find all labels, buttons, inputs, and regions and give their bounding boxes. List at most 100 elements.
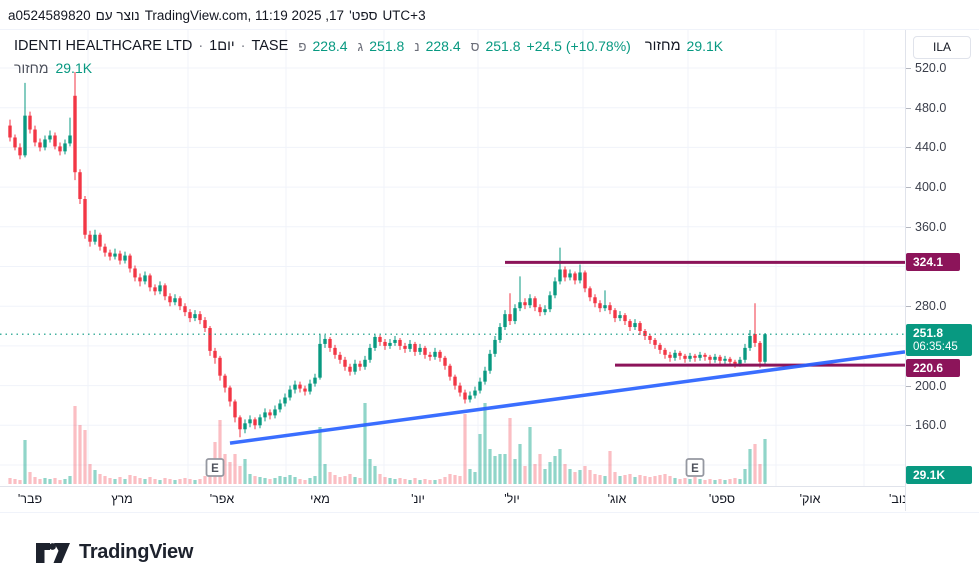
time-axis-label: מרץ xyxy=(111,492,133,506)
candle-body xyxy=(78,172,82,200)
volume-bar xyxy=(163,478,167,484)
candle-body xyxy=(478,381,482,391)
volume-bar xyxy=(43,478,47,484)
volume-bar xyxy=(608,451,612,484)
time-axis-label: אוג' xyxy=(607,492,627,506)
candle-body xyxy=(298,384,302,389)
candle-body xyxy=(663,349,667,355)
candle-body xyxy=(653,339,657,345)
volume-bar xyxy=(333,475,337,484)
candle-body xyxy=(508,314,512,322)
candle-body xyxy=(473,390,477,396)
volume-bar xyxy=(193,480,197,484)
time-axis-label: יול' xyxy=(504,492,520,506)
drawings-layer[interactable] xyxy=(0,260,906,445)
candle-body xyxy=(323,338,327,344)
volume-axis-label: 29.1K xyxy=(906,466,972,484)
volume-bar xyxy=(498,454,502,484)
volume-bar xyxy=(278,476,282,484)
volume-bar xyxy=(393,479,397,484)
candle-body xyxy=(423,347,427,355)
volume-bar xyxy=(448,474,452,484)
candle-body xyxy=(728,358,732,362)
volume-bar xyxy=(143,479,147,484)
volume-bar xyxy=(28,472,32,484)
currency-toggle-button[interactable]: ILA xyxy=(913,36,971,59)
volume-bar xyxy=(223,454,227,484)
volume-bar xyxy=(273,478,277,484)
time-axis[interactable]: פבר' מרץ אפר' מאי יונ' יול' אוג' ספט' אוק' נוב' xyxy=(0,486,979,513)
price-axis[interactable]: ILA 324.1 251.8 06:35:45 220.6 29.1K 520… xyxy=(905,30,979,511)
candle-body xyxy=(48,135,52,140)
bar-countdown: 06:35:45 xyxy=(913,341,958,354)
price-tick: 520.0 xyxy=(905,61,947,75)
volume-bar xyxy=(418,480,422,484)
symbol-row: IDENTI HEALTHCARE LTD · 1יום · TASE פ 22… xyxy=(14,38,723,54)
interval-label[interactable]: 1יום xyxy=(209,38,235,54)
attribution-created-with: נוצר עם xyxy=(95,7,140,23)
volume-bar xyxy=(203,476,207,484)
candle-body xyxy=(588,288,592,298)
volume-bar xyxy=(368,459,372,484)
candle-body xyxy=(98,234,102,247)
time-axis-label: אוק' xyxy=(799,492,821,506)
volume-bar xyxy=(33,477,37,484)
candle-body xyxy=(553,281,557,296)
current-price-value: 251.8 xyxy=(913,326,944,341)
earnings-marker[interactable]: E xyxy=(685,458,705,477)
volume-bar xyxy=(38,479,42,484)
volume-bar xyxy=(743,469,747,484)
volume-bar xyxy=(243,459,247,484)
volume-bar xyxy=(558,449,562,484)
candle-body xyxy=(83,199,87,235)
volume-bar xyxy=(688,479,692,484)
volume-bar xyxy=(388,478,392,484)
volume-bar xyxy=(353,477,357,484)
volume-bar xyxy=(88,464,92,484)
divider xyxy=(0,29,979,30)
candle-body xyxy=(163,285,167,297)
volume-bar xyxy=(363,403,367,484)
volume-bar xyxy=(398,478,402,484)
candle-body xyxy=(673,352,677,358)
candle-body xyxy=(668,354,672,358)
candle-body xyxy=(733,361,737,364)
volume-bar xyxy=(593,474,597,484)
volume-indicator-value: 29.1K xyxy=(55,60,93,76)
candle-body xyxy=(763,334,767,362)
volume-bar xyxy=(198,479,202,484)
volume-bar xyxy=(23,440,27,484)
earnings-marker[interactable]: E xyxy=(205,458,225,477)
volume-bar xyxy=(633,477,637,484)
candle-body xyxy=(93,234,97,242)
volume-bar xyxy=(553,456,557,484)
volume-indicator-label[interactable]: מחזור xyxy=(14,60,49,76)
volume-bar xyxy=(738,479,742,484)
volume-bar xyxy=(628,474,632,484)
volume-bar xyxy=(563,464,567,484)
volume-bar xyxy=(588,470,592,484)
volume-bar xyxy=(533,464,537,484)
volume-bar xyxy=(148,477,152,484)
volume-bar xyxy=(673,478,677,484)
volume-bar xyxy=(158,480,162,484)
volume-bar xyxy=(753,444,757,484)
candle-body xyxy=(628,321,632,328)
close-key: ס xyxy=(470,38,480,54)
separator-dot: · xyxy=(240,38,246,54)
candle-body xyxy=(263,412,267,418)
candle-body xyxy=(548,295,552,310)
candle-body xyxy=(338,354,342,360)
tradingview-branding[interactable]: TradingView xyxy=(36,541,193,564)
candle-body xyxy=(288,389,292,398)
volume-bar xyxy=(748,449,752,484)
candle-body xyxy=(278,403,282,410)
candle-body xyxy=(493,339,497,354)
candle-body xyxy=(88,234,92,242)
volume-bar xyxy=(48,479,52,484)
symbol-name[interactable]: IDENTI HEALTHCARE LTD xyxy=(14,38,193,54)
candle-body xyxy=(213,350,217,358)
attribution-timezone: UTC+3 xyxy=(382,7,426,23)
volume-bar xyxy=(528,427,532,484)
